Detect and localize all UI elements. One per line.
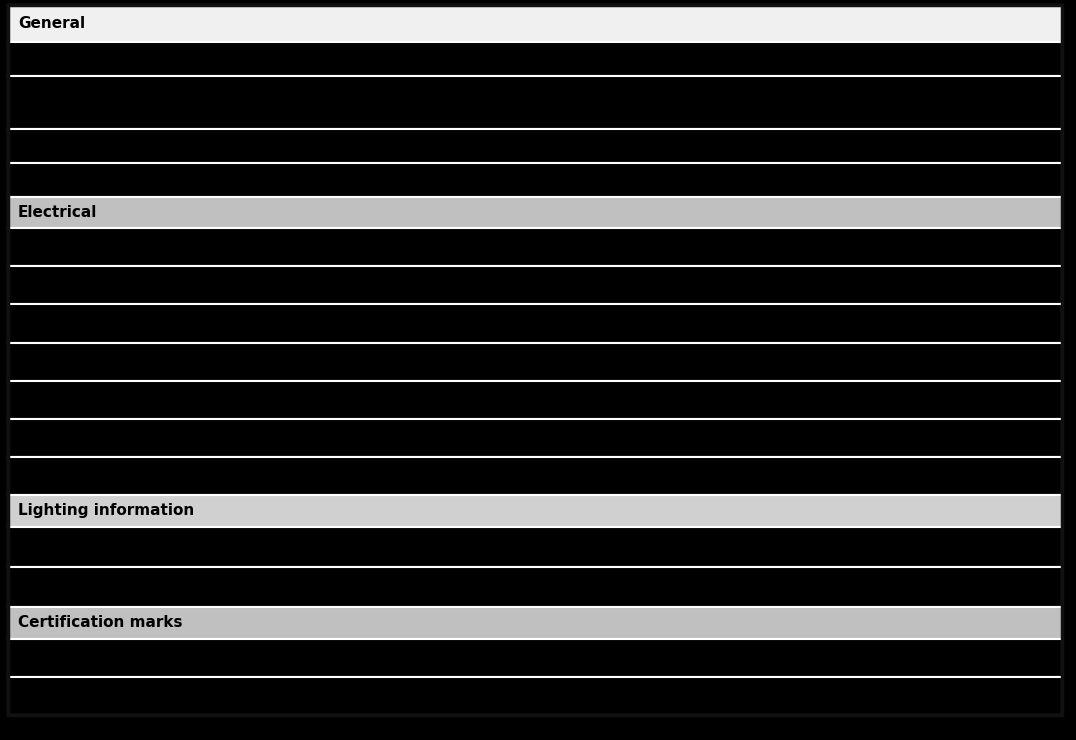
Bar [8,380,1062,419]
Text: General: General [18,16,85,31]
Bar [8,607,1062,639]
Bar [8,76,1062,129]
Bar [8,42,1062,76]
Bar [8,527,1062,567]
Bar [8,5,1062,42]
Bar [8,677,1062,715]
Bar [8,197,1062,228]
Bar [8,343,1062,380]
Bar [8,163,1062,197]
Bar [8,228,1062,266]
Bar [8,266,1062,304]
Text: Lighting information: Lighting information [18,503,195,518]
Bar [8,129,1062,163]
Bar [8,419,1062,457]
Bar [8,457,1062,495]
Text: Electrical: Electrical [18,205,97,220]
Bar [8,639,1062,677]
Bar [8,567,1062,607]
Bar [8,495,1062,527]
Text: Certification marks: Certification marks [18,616,183,630]
Bar [8,304,1062,343]
